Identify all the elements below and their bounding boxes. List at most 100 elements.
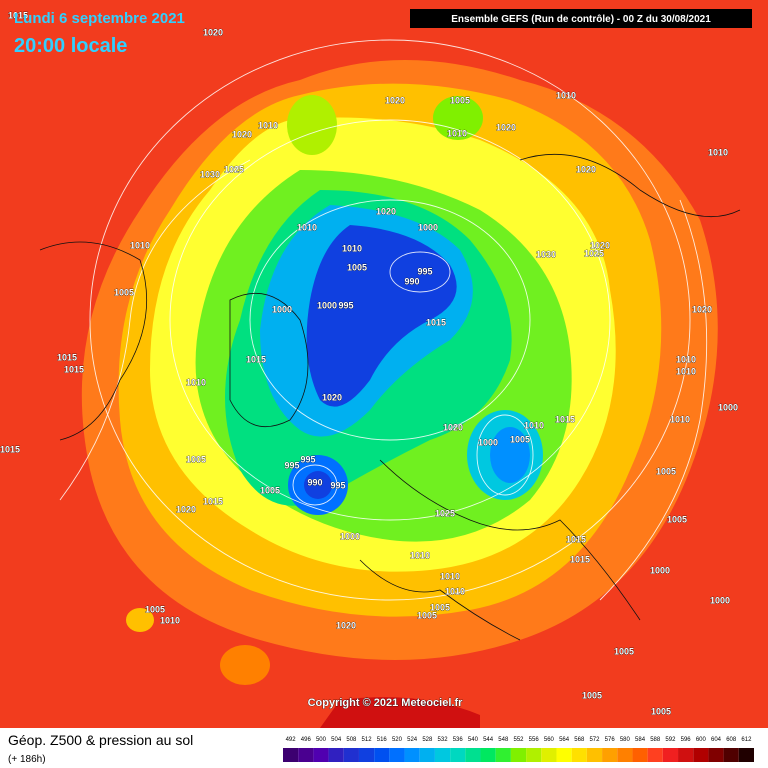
colorbar-tick: 544 (483, 737, 494, 743)
colorbar-tick: 568 (574, 737, 585, 743)
colorbar-tick: 524 (407, 737, 418, 743)
color-swatch (495, 748, 511, 762)
pressure-label: 1030 (536, 249, 556, 259)
lead-time: (+ 186h) (8, 754, 46, 765)
color-swatch (419, 748, 435, 762)
header-box (410, 9, 752, 28)
colorbar-tick: 588 (650, 737, 661, 743)
pressure-label: 1020 (322, 392, 342, 402)
pressure-label: 1005 (614, 646, 634, 656)
pressure-label: 1020 (385, 95, 405, 105)
pressure-label: 1005 (656, 466, 676, 476)
color-swatch (678, 748, 694, 762)
color-swatch (283, 748, 299, 762)
color-swatch (434, 748, 451, 762)
pressure-label: 1015 (64, 364, 84, 374)
pressure-label: 1000 (478, 437, 498, 447)
color-swatch (632, 748, 648, 762)
pressure-label: 1000 (317, 300, 337, 310)
pressure-label: 1005 (667, 514, 687, 524)
colorbar-tick: 596 (681, 737, 692, 743)
pressure-label: 1005 (347, 262, 367, 272)
pressure-label: 995 (330, 480, 345, 490)
pressure-label: 1020 (376, 206, 396, 216)
date-label: Lundi 6 septembre 2021 (14, 10, 185, 27)
colorbar-tick: 600 (696, 737, 707, 743)
colorbar-tick: 516 (377, 737, 388, 743)
pressure-label: 1015 (246, 354, 266, 364)
pressure-label: 1020 (590, 240, 610, 250)
pressure-label: 1005 (145, 604, 165, 614)
pressure-label: 1015 (426, 317, 446, 327)
color-swatch (404, 748, 420, 762)
colorbar-tick: 548 (498, 737, 509, 743)
colorbar-tick: 492 (286, 737, 297, 743)
pressure-label: 1025 (584, 248, 604, 258)
pressure-label: 1010 (186, 377, 206, 387)
colorbar-tick: 564 (559, 737, 570, 743)
pressure-label: 990 (307, 477, 322, 487)
color-swatch (693, 748, 709, 762)
colorbar-tick: 528 (422, 737, 433, 743)
color-swatch (586, 748, 603, 762)
color-swatch (450, 748, 466, 762)
pressure-label: 1015 (555, 414, 575, 424)
copyright: Copyright © 2021 Meteociel.fr (308, 697, 464, 709)
color-swatch (510, 748, 527, 762)
colorbar-tick: 508 (346, 737, 357, 743)
pressure-label: 1030 (200, 169, 220, 179)
pressure-label: 1000 (650, 565, 670, 575)
color-swatch (617, 748, 633, 762)
colorbar-tick: 604 (711, 737, 722, 743)
pressure-label: 1000 (340, 531, 360, 541)
color-swatch (647, 748, 663, 762)
color-swatch (298, 748, 314, 762)
colorbar-tick: 500 (316, 737, 327, 743)
pressure-label: 1010 (297, 222, 317, 232)
pressure-label: 1005 (430, 602, 450, 612)
colorbar-tick: 552 (513, 737, 524, 743)
colorbar-tick: 580 (620, 737, 631, 743)
color-swatch (541, 748, 557, 762)
color-swatch (526, 748, 542, 762)
pressure-label: 1015 (57, 352, 77, 362)
color-swatch (571, 748, 587, 762)
pressure-label: 1005 (114, 287, 134, 297)
color-swatch (374, 748, 390, 762)
pressure-label: 1015 (8, 10, 28, 20)
pressure-label: 1005 (417, 610, 437, 620)
pressure-label: 1005 (186, 454, 206, 464)
colorbar-tick: 576 (605, 737, 616, 743)
pressure-label: 1010 (440, 571, 460, 581)
pressure-label: 1000 (418, 222, 438, 232)
pressure-label: 1020 (576, 164, 596, 174)
colorbar-tick: 532 (438, 737, 449, 743)
pressure-label: 1005 (651, 706, 671, 716)
colorbar: 492 496 500 504 508 512 516 520 524 528 532 536 540 5… (283, 737, 754, 762)
pressure-label: 995 (300, 454, 315, 464)
pressure-label: 1025 (435, 508, 455, 518)
pressure-label: 1010 (342, 243, 362, 253)
color-swatch (602, 748, 618, 762)
isobars (59, 39, 708, 601)
pressure-label: 1000 (718, 402, 738, 412)
colorbar-tick: 592 (665, 737, 676, 743)
color-swatch (556, 748, 572, 762)
color-swatch (465, 748, 481, 762)
color-swatch (480, 748, 496, 762)
pressure-label: 1005 (450, 95, 470, 105)
pressure-label: 1010 (130, 240, 150, 250)
pressure-label: 1010 (556, 90, 576, 100)
pressure-label: 1000 (272, 304, 292, 314)
pressure-label: 1010 (676, 366, 696, 376)
pressure-label: 1010 (524, 420, 544, 430)
pressure-label: 995 (417, 266, 432, 276)
pressure-label: 1020 (203, 27, 223, 37)
colorbar-tick: 560 (544, 737, 555, 743)
colorbar-tick: 584 (635, 737, 646, 743)
colorbar-tick: 556 (529, 737, 540, 743)
colorbar-tick: 536 (453, 737, 464, 743)
pressure-label: 995 (338, 300, 353, 310)
colorbar-tick: 512 (362, 737, 373, 743)
